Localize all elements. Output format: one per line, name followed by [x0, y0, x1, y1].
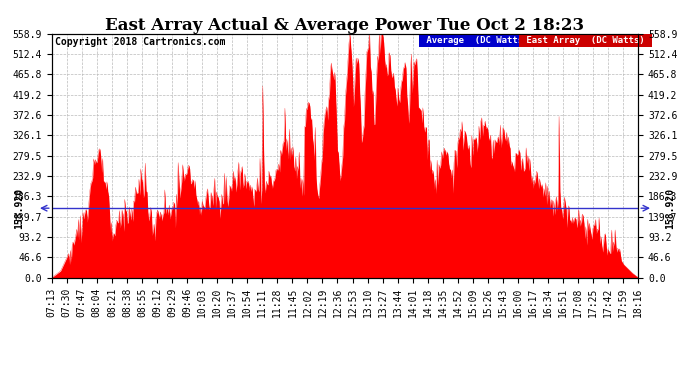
Text: 158.920: 158.920 — [666, 188, 676, 229]
Title: East Array Actual & Average Power Tue Oct 2 18:23: East Array Actual & Average Power Tue Oc… — [106, 16, 584, 34]
Text: 158.920: 158.920 — [14, 188, 24, 229]
Text: Copyright 2018 Cartronics.com: Copyright 2018 Cartronics.com — [55, 38, 225, 48]
Text: East Array  (DC Watts): East Array (DC Watts) — [521, 36, 650, 45]
Text: Average  (DC Watts): Average (DC Watts) — [421, 36, 534, 45]
